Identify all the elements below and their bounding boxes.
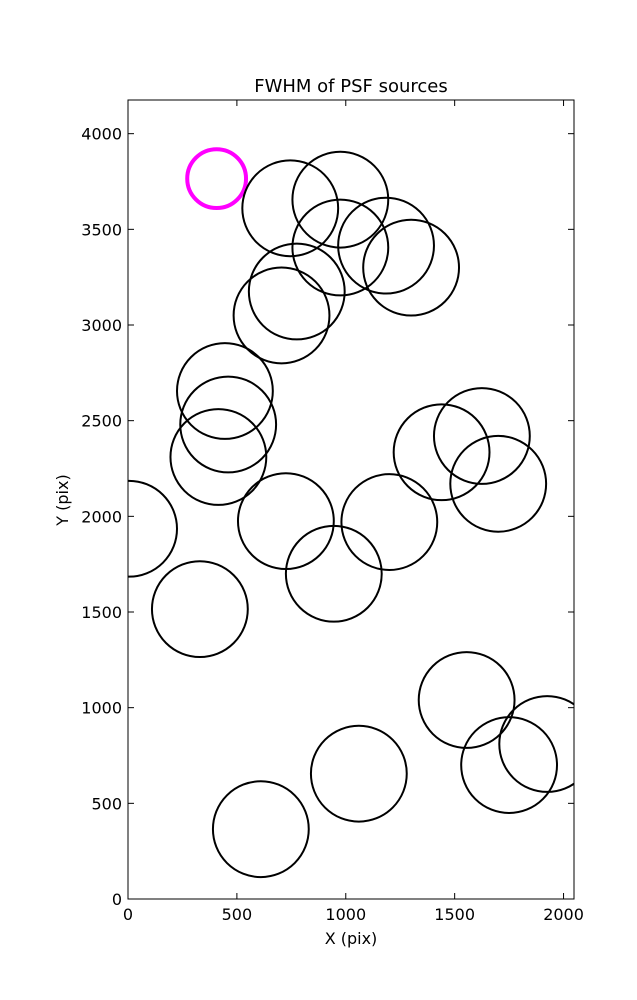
highlighted-source-circle	[185, 147, 249, 211]
source-circle-18	[150, 560, 249, 659]
source-circle-11	[128, 479, 178, 578]
points-layer	[128, 147, 574, 879]
x-tick-label-1500: 1500	[434, 905, 475, 924]
y-tick-label-3000: 3000	[81, 316, 122, 335]
source-circle-6	[247, 242, 346, 341]
x-tick-label-2000: 2000	[543, 905, 584, 924]
source-circle-1	[241, 159, 340, 258]
source-circle-15	[392, 403, 491, 502]
ticks-layer: 0 500 1000 1500 2000 0 500 1000 1500 2000 2500 3000…	[81, 100, 584, 924]
source-circle-8	[176, 342, 274, 440]
source-circle-19	[417, 651, 516, 749]
source-circle-10	[169, 408, 268, 506]
source-circle-17	[449, 434, 548, 533]
x-axis-label: X (pix)	[325, 929, 378, 948]
y-tick-label-0: 0	[112, 890, 122, 909]
source-circle-9	[179, 375, 278, 474]
source-circle-20	[498, 695, 574, 793]
x-tick-label-500: 500	[222, 905, 253, 924]
y-tick-label-2000: 2000	[81, 507, 122, 526]
chart-title: FWHM of PSF sources	[254, 76, 448, 97]
x-tick-label-1000: 1000	[325, 905, 366, 924]
source-circle-14	[340, 473, 439, 571]
y-tick-label-4000: 4000	[81, 125, 122, 144]
source-circle-21	[460, 716, 559, 814]
source-circle-12	[236, 472, 335, 571]
source-circle-2	[291, 150, 390, 249]
source-circle-3	[291, 198, 390, 297]
plot-frame	[127, 99, 575, 900]
source-circle-16	[432, 387, 531, 485]
source-circle-5	[362, 218, 461, 317]
source-circle-13	[284, 524, 383, 623]
source-circle-22	[309, 724, 408, 823]
y-tick-label-3500: 3500	[81, 220, 122, 239]
source-circle-4	[337, 196, 435, 295]
y-tick-label-1000: 1000	[81, 699, 122, 718]
y-axis-label: Y (pix)	[53, 474, 72, 526]
x-tick-label-0: 0	[123, 905, 133, 924]
y-tick-label-1500: 1500	[81, 603, 122, 622]
source-circle-7	[232, 266, 331, 365]
y-tick-label-500: 500	[91, 794, 122, 813]
source-circle-23	[211, 780, 310, 879]
y-tick-label-2500: 2500	[81, 412, 122, 431]
